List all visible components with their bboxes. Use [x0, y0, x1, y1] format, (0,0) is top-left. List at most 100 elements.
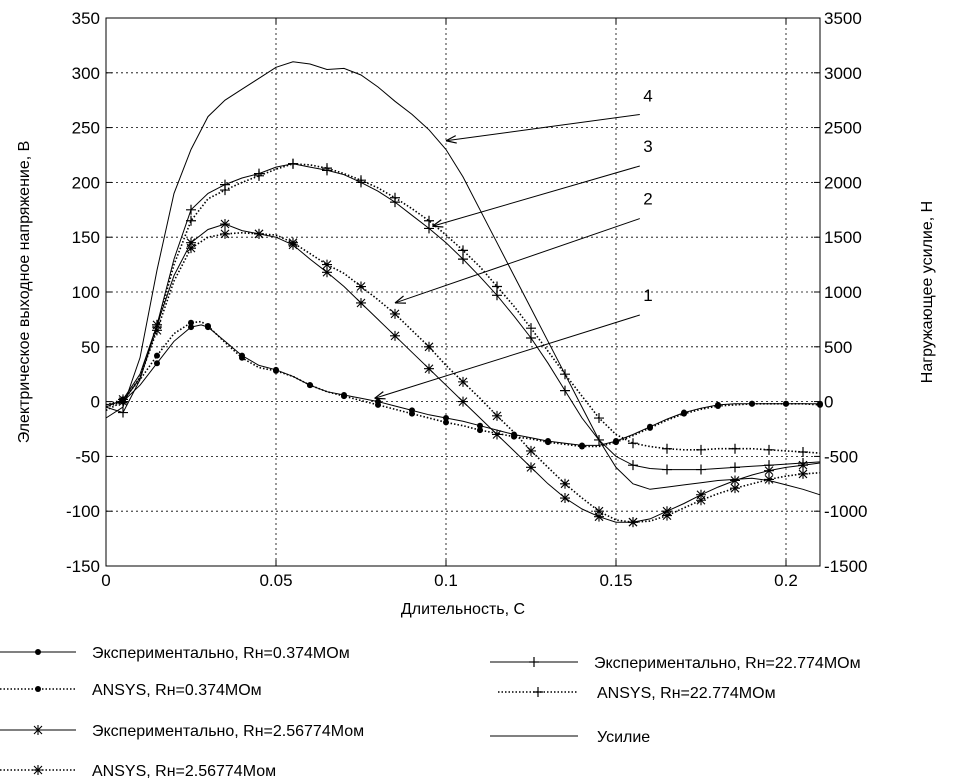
tick-group: 0 0.05 0.1 0.15 0.2-150-100-5005010015020025…: [66, 9, 868, 590]
data-point-plus: [458, 254, 468, 265]
data-point-star: [764, 474, 774, 485]
data-point-dot: [35, 649, 41, 655]
y-tick-label: -50: [75, 447, 100, 466]
data-point-dot: [154, 352, 160, 359]
legend: Экспериментально, Rн=0.374MOм ANSYS, Rн=0…: [0, 645, 861, 780]
grid: [106, 18, 820, 566]
data-point-dot: [579, 443, 585, 450]
data-point-star: [186, 237, 196, 248]
callout-arrowhead: [432, 219, 444, 228]
data-point-plus: [186, 204, 196, 215]
data-point-star: [220, 228, 230, 239]
y2-axis-title: Нагружающее усилие, Н: [919, 201, 936, 383]
data-point-plus: [594, 413, 604, 424]
data-point-dot: [443, 415, 449, 422]
x-axis-title: Длительность, С: [401, 601, 525, 618]
y-tick-label: -100: [66, 502, 100, 521]
data-point-star: [730, 483, 740, 494]
data-point-star: [764, 465, 774, 476]
data-point-star: [492, 410, 502, 421]
data-point-plus: [560, 385, 570, 396]
x-tick-label: 0.2: [774, 571, 798, 590]
y-tick-label: 100: [72, 283, 100, 302]
legend-entry: ANSYS, Rн=2.56774Мом: [0, 763, 276, 780]
data-point-plus: [662, 443, 672, 454]
x-tick-label: 0: [101, 571, 110, 590]
data-point-star: [254, 228, 264, 239]
data-point-star: [322, 267, 332, 278]
data-point-star: [628, 517, 638, 528]
callout-group: 1 2 3 4: [374, 87, 653, 400]
data-point-star: [526, 445, 536, 456]
y2-tick-label: 2000: [824, 173, 862, 192]
data-point-plus: [526, 323, 536, 334]
y2-tick-label: 2500: [824, 119, 862, 138]
y2-tick-label: 3500: [824, 9, 862, 28]
data-point-star: [390, 330, 400, 341]
data-point-dot: [647, 424, 653, 431]
data-point-star: [492, 429, 502, 440]
data-point-plus: [628, 460, 638, 471]
data-point-dot: [188, 319, 194, 326]
series-7: [105, 61, 821, 496]
data-point-dot: [749, 400, 755, 407]
data-point-plus: [662, 464, 672, 475]
y-tick-label: -150: [66, 557, 100, 576]
legend-entry: Экспериментально, Rн=22.774MOм: [490, 655, 861, 672]
data-point-star: [186, 243, 196, 254]
data-point-plus: [492, 290, 502, 301]
data-point-dot: [35, 686, 41, 692]
data-point-star: [220, 219, 230, 230]
callout-arrow: [432, 165, 640, 227]
data-point-dot: [477, 427, 483, 434]
data-point-dot: [375, 401, 381, 408]
series-6: [105, 158, 821, 458]
data-point-star: [662, 510, 672, 521]
legend-entry: Экспериментально, Rн=2.56774Мом: [0, 723, 364, 740]
y2-tick-label: 500: [824, 338, 852, 357]
y-tick-label: 350: [72, 9, 100, 28]
y-tick-label: 300: [72, 64, 100, 83]
data-point-plus: [764, 460, 774, 471]
callout-label: 2: [643, 190, 652, 209]
legend-entry: ANSYS, Rн=22.774MOм: [498, 685, 776, 702]
data-point-star: [730, 475, 740, 486]
data-point-dot: [443, 419, 449, 426]
data-point-dot: [613, 439, 619, 446]
legend-label: Усилие: [597, 729, 650, 746]
y2-tick-label: 1000: [824, 283, 862, 302]
legend-label: ANSYS, Rн=22.774MOм: [597, 685, 776, 702]
data-point-star: [696, 489, 706, 500]
data-point-plus: [254, 170, 264, 181]
data-point-plus: [220, 185, 230, 196]
data-point-star: [526, 462, 536, 473]
data-point-plus: [529, 657, 539, 667]
data-point-star: [594, 506, 604, 517]
y2-tick-label: -1000: [824, 502, 867, 521]
y2-tick-label: 3000: [824, 64, 862, 83]
y2-tick-label: 0: [824, 393, 833, 412]
data-point-star: [356, 281, 366, 292]
data-point-plus: [118, 396, 128, 407]
data-point-plus: [628, 438, 638, 449]
x-tick-label: 0.1: [434, 571, 458, 590]
callout-arrowhead: [445, 135, 457, 144]
data-point-star: [458, 396, 468, 407]
legend-label: Экспериментально, Rн=0.374MOм: [92, 645, 350, 662]
callout-label: 1: [643, 286, 652, 305]
data-point-dot: [715, 402, 721, 409]
data-point-dot: [341, 393, 347, 400]
y2-tick-label: -1500: [824, 557, 867, 576]
data-point-plus: [526, 333, 536, 344]
data-point-plus: [798, 447, 808, 458]
callout-label: 4: [643, 87, 652, 106]
legend-entry: Экспериментально, Rн=0.374MOм: [0, 645, 350, 662]
data-point-star: [424, 341, 434, 352]
data-point-star: [390, 308, 400, 319]
x-tick-label: 0.15: [599, 571, 632, 590]
data-point-dot: [783, 400, 789, 407]
callout-label: 3: [643, 137, 652, 156]
data-point-dot: [154, 360, 160, 367]
data-point-plus: [390, 192, 400, 203]
data-point-star: [424, 363, 434, 374]
